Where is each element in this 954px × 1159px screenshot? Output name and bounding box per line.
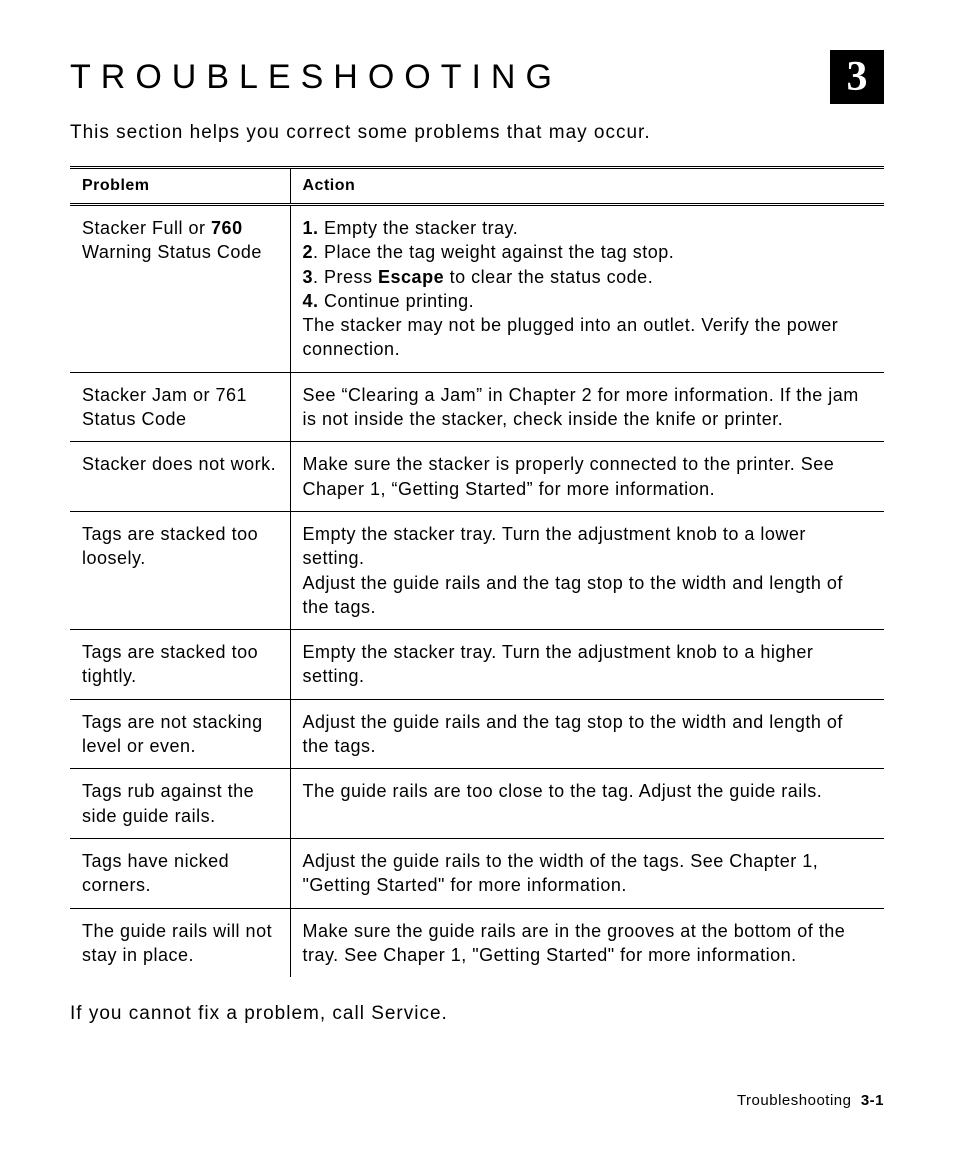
- action-cell: Make sure the guide rails are in the gro…: [290, 908, 884, 977]
- table-body: Stacker Full or 760 Warning Status Code1…: [70, 205, 884, 978]
- table-row: Tags have nicked corners.Adjust the guid…: [70, 838, 884, 908]
- problem-cell: Tags have nicked corners.: [70, 838, 290, 908]
- chapter-number-badge: 3: [830, 50, 884, 104]
- table-row: The guide rails will not stay in place.M…: [70, 908, 884, 977]
- problem-cell: Tags rub against the side guide rails.: [70, 769, 290, 839]
- page-footer: Troubleshooting 3-1: [737, 1092, 884, 1109]
- problem-cell: Tags are stacked too loosely.: [70, 511, 290, 629]
- table-row: Tags are not stacking level or even.Adju…: [70, 699, 884, 769]
- action-cell: Empty the stacker tray. Turn the adjustm…: [290, 511, 884, 629]
- problem-cell: Tags are not stacking level or even.: [70, 699, 290, 769]
- page-title: TROUBLESHOOTING: [70, 58, 562, 97]
- table-row: Stacker Jam or 761 Status CodeSee “Clear…: [70, 372, 884, 442]
- column-header-action: Action: [290, 168, 884, 205]
- table-row: Stacker does not work.Make sure the stac…: [70, 442, 884, 512]
- action-cell: The guide rails are too close to the tag…: [290, 769, 884, 839]
- problem-cell: Stacker Full or 760 Warning Status Code: [70, 205, 290, 373]
- action-cell: Adjust the guide rails and the tag stop …: [290, 699, 884, 769]
- footer-section: Troubleshooting: [737, 1092, 852, 1109]
- outro-paragraph: If you cannot fix a problem, call Servic…: [70, 1003, 884, 1025]
- column-header-problem: Problem: [70, 168, 290, 205]
- problem-cell: Stacker does not work.: [70, 442, 290, 512]
- footer-page-number: 3-1: [861, 1092, 884, 1109]
- document-page: TROUBLESHOOTING 3 This section helps you…: [0, 0, 954, 1159]
- page-header: TROUBLESHOOTING 3: [70, 50, 884, 104]
- action-cell: 1. Empty the stacker tray.2. Place the t…: [290, 205, 884, 373]
- table-row: Tags are stacked too loosely.Empty the s…: [70, 511, 884, 629]
- table-row: Tags rub against the side guide rails.Th…: [70, 769, 884, 839]
- problem-cell: The guide rails will not stay in place.: [70, 908, 290, 977]
- intro-paragraph: This section helps you correct some prob…: [70, 122, 884, 144]
- table-row: Tags are stacked too tightly.Empty the s…: [70, 630, 884, 700]
- action-cell: Make sure the stacker is properly connec…: [290, 442, 884, 512]
- action-cell: Adjust the guide rails to the width of t…: [290, 838, 884, 908]
- table-row: Stacker Full or 760 Warning Status Code1…: [70, 205, 884, 373]
- problem-cell: Tags are stacked too tightly.: [70, 630, 290, 700]
- troubleshooting-table: Problem Action Stacker Full or 760 Warni…: [70, 166, 884, 977]
- action-cell: Empty the stacker tray. Turn the adjustm…: [290, 630, 884, 700]
- action-cell: See “Clearing a Jam” in Chapter 2 for mo…: [290, 372, 884, 442]
- problem-cell: Stacker Jam or 761 Status Code: [70, 372, 290, 442]
